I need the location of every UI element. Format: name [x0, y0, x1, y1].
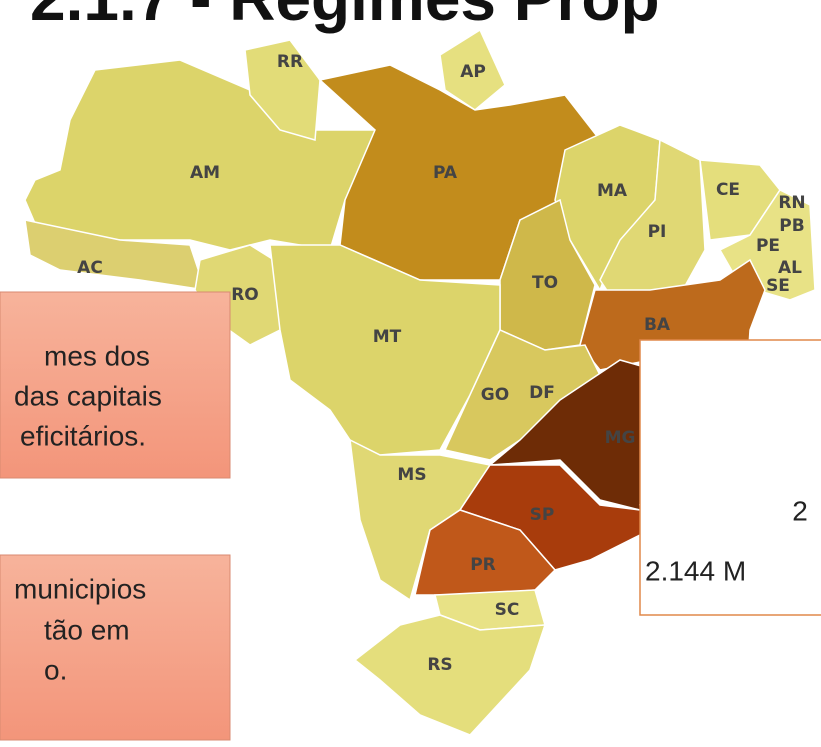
left-box-1 — [0, 291, 231, 479]
state-label: AM — [190, 163, 220, 183]
state-label: RN — [778, 193, 805, 213]
box-text: tão em — [44, 614, 130, 645]
state-ap — [439, 28, 506, 111]
state-label: MS — [397, 465, 426, 485]
state-rr — [244, 39, 321, 141]
right-text: 2 — [792, 495, 808, 526]
title: 2.1.7 - Regimes Próp — [30, 0, 660, 34]
box-text: municipios — [14, 573, 146, 604]
state-mt — [269, 244, 501, 456]
state-label: PE — [756, 236, 780, 256]
state-ac — [24, 219, 207, 291]
right-text: 2.144 M — [645, 555, 746, 586]
state-label: PB — [779, 216, 804, 236]
box-text: eficitários. — [20, 420, 146, 451]
state-label: PR — [470, 555, 496, 575]
right-box — [639, 339, 821, 616]
state-label: PA — [433, 163, 458, 183]
state-label: AP — [460, 62, 486, 82]
left-box-2 — [0, 554, 231, 741]
state-pr — [414, 509, 557, 596]
state-label: RR — [277, 52, 303, 72]
state-label: MG — [605, 428, 636, 448]
box-text: das capitais — [14, 380, 162, 411]
state-rs — [353, 614, 547, 736]
state-label: AC — [77, 258, 103, 278]
state-label: BA — [644, 315, 671, 335]
state-label: GO — [481, 385, 509, 405]
state-label: SE — [766, 276, 790, 296]
state-label: AL — [778, 258, 802, 278]
state-label: RS — [427, 655, 452, 675]
state-label: DF — [529, 383, 555, 403]
state-label: MA — [597, 181, 628, 201]
state-label: CE — [716, 180, 740, 200]
box-text: o. — [44, 654, 67, 685]
state-label: SP — [530, 505, 555, 525]
box-text: mes dos — [44, 340, 150, 371]
state-label: TO — [532, 273, 558, 293]
box-texts: mes dos das capitais eficitários. municipio… — [14, 340, 808, 685]
state-label: MT — [373, 327, 402, 347]
state-label: SC — [495, 600, 520, 620]
state-label: PI — [648, 222, 667, 242]
state-am — [24, 59, 382, 251]
state-label: RO — [231, 285, 259, 305]
